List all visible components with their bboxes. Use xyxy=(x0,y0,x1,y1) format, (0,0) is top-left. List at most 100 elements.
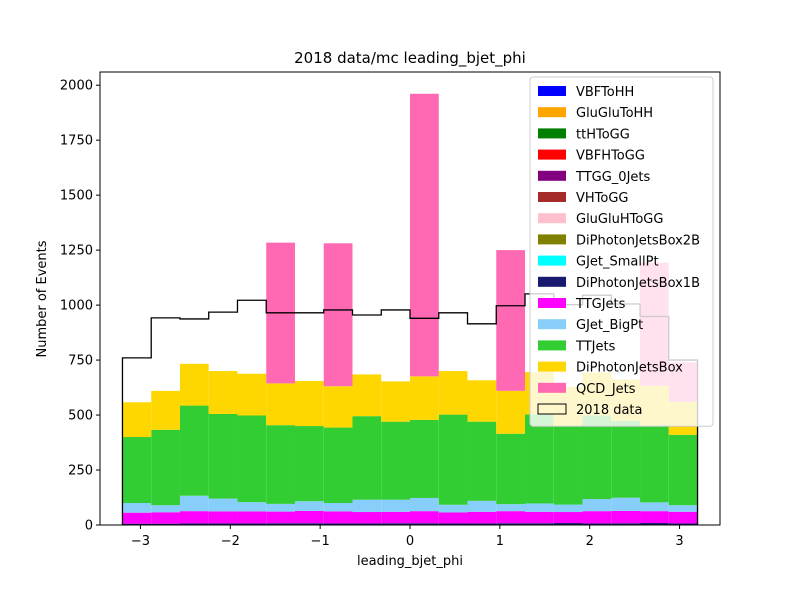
legend-label: DiPhotonJetsBox xyxy=(576,361,683,376)
legend-swatch-vbftohh xyxy=(538,86,566,96)
bar-diphotonjetsbox1b-bin-19 xyxy=(668,523,698,525)
bar-diphotonjetsbox-bin-1 xyxy=(151,390,180,430)
bar-ttjets-bin-3 xyxy=(208,413,238,499)
bar-diphotonjetsbox-bin-7 xyxy=(323,386,353,428)
bar-ttjets-bin-13 xyxy=(496,433,526,505)
bar-ttgjets-bin-4 xyxy=(237,511,267,524)
legend-label: DiPhotonJetsBox2B xyxy=(576,233,700,248)
bar-gjet-bigpt-bin-19 xyxy=(668,505,698,512)
bar-ttgjets-bin-5 xyxy=(266,511,295,524)
bar-gjet-bigpt-bin-18 xyxy=(640,502,669,512)
x-tick-label: 2 xyxy=(586,534,594,549)
bar-diphotonjetsbox1b-bin-5 xyxy=(266,523,295,525)
legend-swatch-gjet-bigpt xyxy=(538,319,566,330)
legend-swatch-diphotonjetsbox xyxy=(538,361,566,372)
bar-ttgjets-bin-8 xyxy=(352,512,382,524)
bar-ttgjets-bin-3 xyxy=(208,511,238,524)
bar-diphotonjetsbox-bin-5 xyxy=(266,383,295,426)
legend-swatch-ttgg-0jets xyxy=(538,170,566,181)
legend-swatch-ttjets xyxy=(538,340,566,351)
bar-ttjets-bin-12 xyxy=(467,421,497,501)
bar-ttgjets-bin-0 xyxy=(122,512,152,524)
bar-ttjets-bin-7 xyxy=(323,427,353,504)
x-axis-ticks: −3 −2 −1 0 1 2 3 xyxy=(131,525,684,549)
bar-ttgjets-bin-19 xyxy=(668,511,698,524)
bar-diphotonjetsbox1b-bin-9 xyxy=(381,523,410,525)
legend-swatch-glugluhtogg xyxy=(538,213,566,224)
y-tick-label: 500 xyxy=(68,409,93,424)
bar-gjet-bigpt-bin-10 xyxy=(410,497,439,512)
x-tick-label: 3 xyxy=(675,534,683,549)
bar-ttjets-bin-8 xyxy=(352,416,382,500)
bar-ttjets-bin-15 xyxy=(553,426,583,505)
bar-gjet-bigpt-bin-11 xyxy=(438,504,468,513)
bar-diphotonjetsbox-bin-0 xyxy=(122,402,152,438)
legend-label: GluGluHToGG xyxy=(576,212,663,227)
x-tick-label: −2 xyxy=(221,534,240,549)
bar-diphotonjetsbox-bin-6 xyxy=(294,380,324,427)
legend-label: DiPhotonJetsBox1B xyxy=(576,276,700,291)
y-tick-label: 1000 xyxy=(60,299,93,314)
legend-label: 2018 data xyxy=(576,403,643,418)
bar-ttgjets-bin-18 xyxy=(640,511,669,524)
bar-ttjets-bin-11 xyxy=(438,414,468,505)
y-tick-label: 1500 xyxy=(60,189,93,204)
legend-swatch-ttgjets xyxy=(538,298,566,308)
bar-diphotonjetsbox-bin-10 xyxy=(410,376,439,420)
bar-diphotonjetsbox1b-bin-1 xyxy=(151,523,180,525)
legend-label: ttHToGG xyxy=(576,127,630,142)
bar-diphotonjetsbox1b-bin-16 xyxy=(582,523,612,525)
y-tick-label: 0 xyxy=(85,519,93,534)
legend-swatch-diphotonjetsbox2b xyxy=(538,234,566,245)
legend-swatch-vbfhtogg xyxy=(538,149,566,160)
bar-diphotonjetsbox1b-bin-2 xyxy=(179,523,209,525)
bar-ttgjets-bin-2 xyxy=(179,511,209,524)
x-tick-label: 0 xyxy=(406,534,414,549)
bar-qcd-jets-bin-7 xyxy=(323,243,353,387)
bar-ttjets-bin-5 xyxy=(266,425,295,504)
legend-swatch-qcd-jets xyxy=(538,382,566,393)
bar-diphotonjetsbox-bin-8 xyxy=(352,374,382,417)
y-tick-label: 1250 xyxy=(60,244,93,259)
bar-ttjets-bin-10 xyxy=(410,419,439,498)
y-tick-label: 1750 xyxy=(60,134,93,149)
bar-diphotonjetsbox-bin-2 xyxy=(179,363,209,406)
bar-ttjets-bin-0 xyxy=(122,437,152,504)
bar-diphotonjetsbox-bin-9 xyxy=(381,381,410,422)
bar-diphotonjetsbox1b-bin-7 xyxy=(323,523,353,525)
bar-ttgjets-bin-15 xyxy=(553,512,583,524)
bar-gjet-bigpt-bin-0 xyxy=(122,503,152,513)
bar-diphotonjetsbox1b-bin-8 xyxy=(352,523,382,525)
bar-ttjets-bin-19 xyxy=(668,434,698,506)
bar-diphotonjetsbox1b-bin-15 xyxy=(553,523,583,525)
bar-ttjets-bin-17 xyxy=(611,420,641,498)
legend-label: VBFHToGG xyxy=(576,149,645,164)
x-axis-label: leading_bjet_phi xyxy=(357,554,463,569)
bar-qcd-jets-bin-13 xyxy=(496,250,526,391)
bar-gjet-bigpt-bin-14 xyxy=(525,503,554,512)
legend-label: GluGluToHH xyxy=(576,106,653,121)
legend-label: TTGG_0Jets xyxy=(575,170,651,185)
bar-gjet-bigpt-bin-13 xyxy=(496,504,526,512)
bar-diphotonjetsbox1b-bin-4 xyxy=(237,523,267,525)
bar-ttgjets-bin-13 xyxy=(496,511,526,524)
legend-swatch-vhtogg xyxy=(538,192,566,202)
bar-ttgjets-bin-10 xyxy=(410,511,439,524)
bar-qcd-jets-bin-10 xyxy=(410,93,439,377)
legend-swatch-diphotonjetsbox1b xyxy=(538,276,566,287)
bar-diphotonjetsbox1b-bin-11 xyxy=(438,523,468,525)
bar-diphotonjetsbox1b-bin-17 xyxy=(611,523,641,525)
bar-ttgjets-bin-17 xyxy=(611,510,641,524)
legend-box xyxy=(529,76,714,427)
bar-diphotonjetsbox-bin-13 xyxy=(496,390,526,434)
y-tick-label: 750 xyxy=(68,354,93,369)
bar-ttjets-bin-16 xyxy=(582,415,612,500)
bar-diphotonjetsbox-bin-11 xyxy=(438,371,468,415)
bar-diphotonjetsbox1b-bin-6 xyxy=(294,523,324,525)
bar-gjet-bigpt-bin-16 xyxy=(582,499,612,512)
bar-diphotonjetsbox1b-bin-13 xyxy=(496,523,526,525)
bar-gjet-bigpt-bin-6 xyxy=(294,501,324,511)
bar-gjet-bigpt-bin-2 xyxy=(179,495,209,512)
bar-ttjets-bin-14 xyxy=(525,414,554,504)
